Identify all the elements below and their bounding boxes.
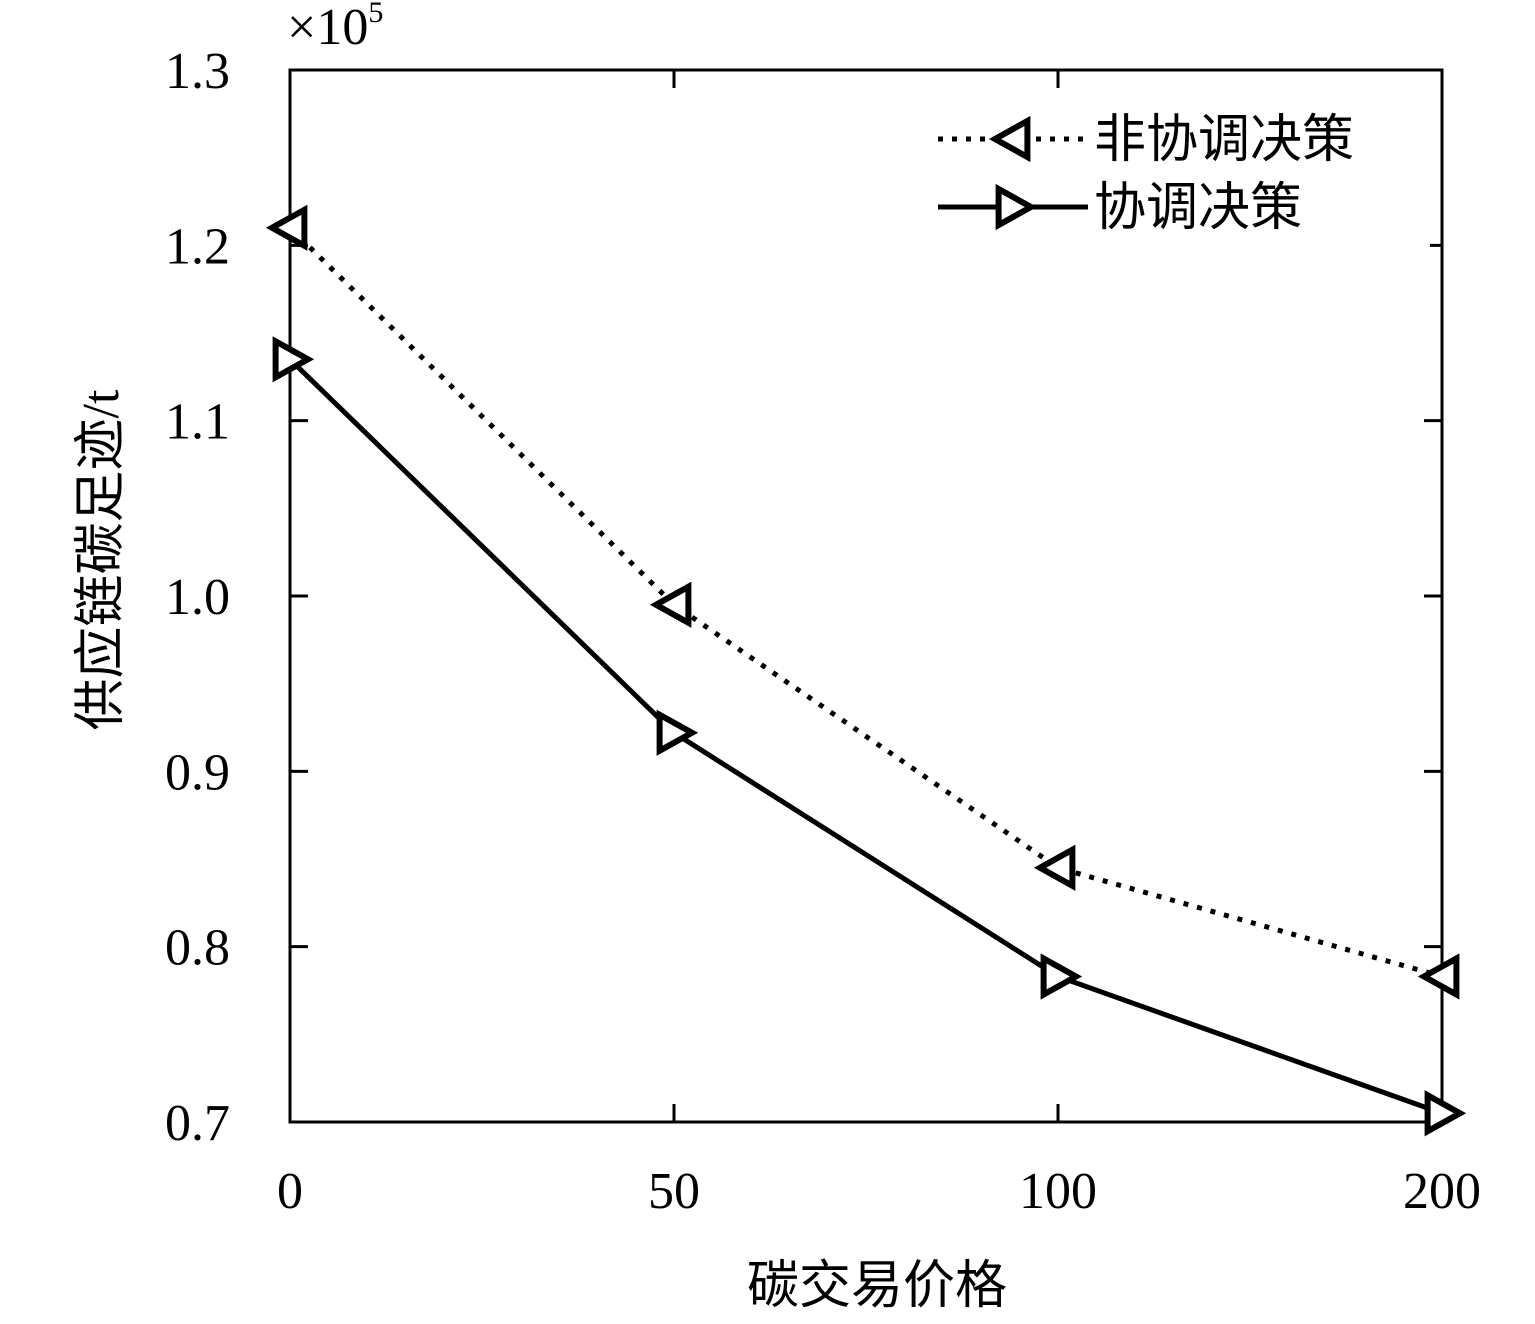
y-tick-label: 1.3: [165, 43, 230, 100]
y-tick-label: 1.1: [165, 394, 230, 451]
legend-marker-2: [995, 183, 1038, 231]
y-multiplier: ×105: [287, 0, 383, 56]
data-point: [272, 336, 315, 383]
series-line: [288, 226, 1443, 979]
data-point: [649, 581, 692, 628]
legend-label-2: 协调决策: [1094, 180, 1302, 237]
series-line: [288, 357, 1443, 1116]
series-layer: [265, 204, 1467, 1137]
series-2: [272, 336, 1467, 1137]
y-tick-label: 1.2: [165, 218, 230, 275]
y-axis-title: 供应链碳足迹/t: [73, 389, 130, 730]
y-tick-label: 0.7: [165, 1095, 230, 1152]
data-point: [265, 204, 308, 251]
x-tick-label: 50: [648, 1163, 700, 1220]
y-tick-label: 1.0: [165, 569, 230, 626]
legend-box: [920, 92, 1430, 252]
tick-labels: 0.7 0.8 0.9 1.0 1.1 1.2 1.3 0 50 100 200: [165, 43, 1481, 1220]
data-point: [1040, 953, 1083, 1000]
y-tick-label: 0.8: [165, 920, 230, 977]
series-1: [265, 204, 1460, 1000]
x-axis-title: 碳交易价格: [747, 1258, 1007, 1315]
legend-marker-1: [988, 115, 1031, 163]
data-point: [1033, 844, 1076, 891]
x-tick-label: 200: [1403, 1163, 1481, 1220]
y-tick-label: 0.9: [165, 744, 230, 801]
x-tick-label: 100: [1019, 1163, 1097, 1220]
x-tick-label: 0: [277, 1163, 303, 1220]
data-point: [1424, 1090, 1467, 1137]
legend-label-1: 非协调决策: [1094, 112, 1354, 169]
data-point: [656, 709, 699, 756]
data-point: [1417, 953, 1460, 1000]
